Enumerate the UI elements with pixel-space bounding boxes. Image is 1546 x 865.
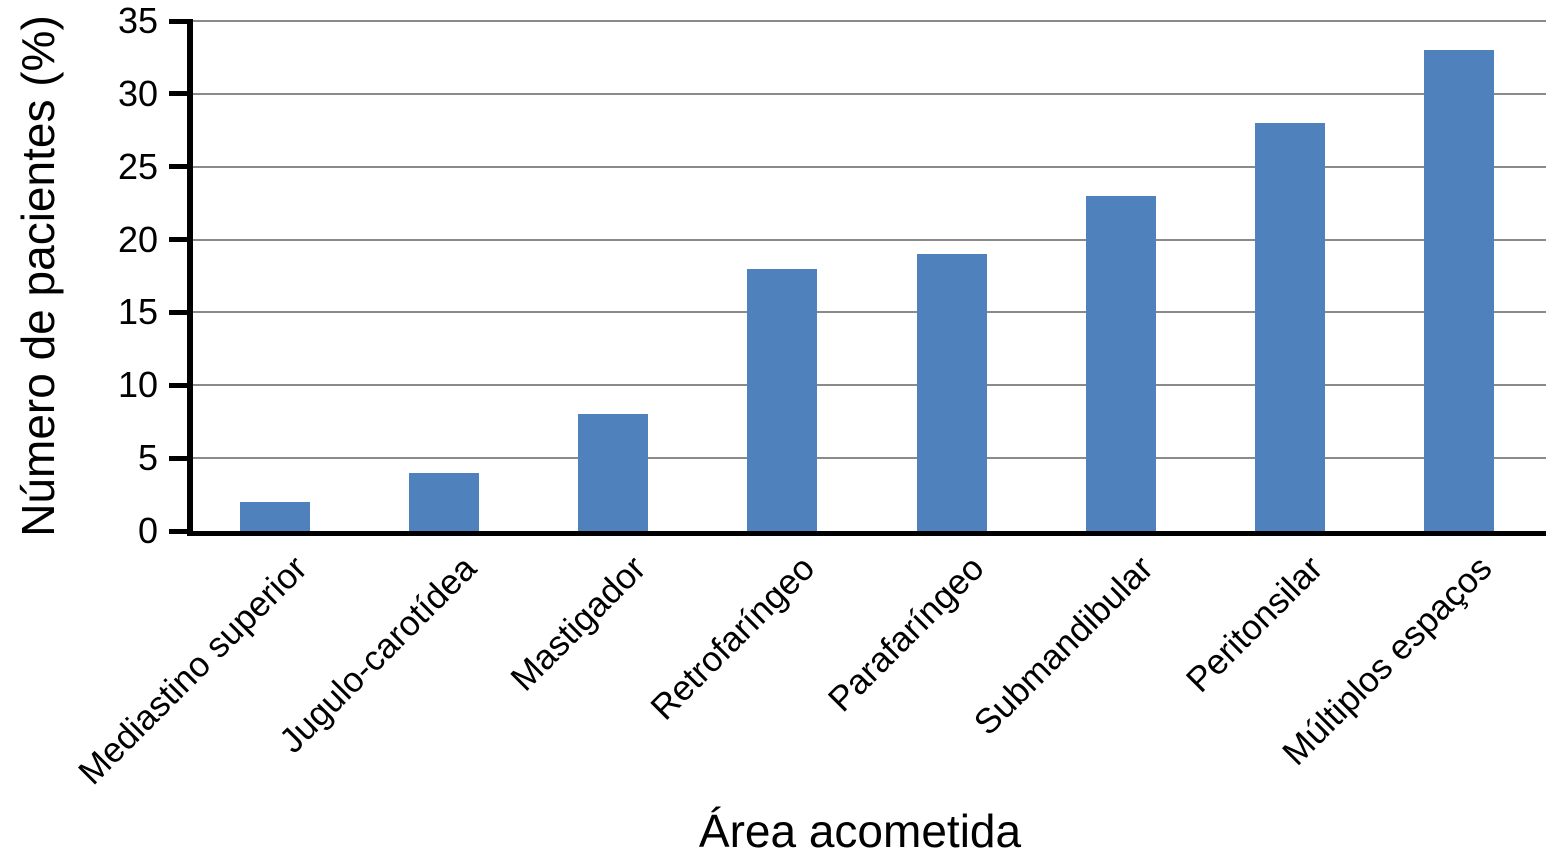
y-axis-tick-20 xyxy=(169,237,190,243)
y-tick-label-35: 35 xyxy=(117,0,158,41)
y-axis-tick-30 xyxy=(169,91,190,97)
bar-5 xyxy=(916,254,987,531)
y-tick-label-20: 20 xyxy=(117,218,158,260)
bar-6 xyxy=(1085,195,1156,531)
y-tick-label-30: 30 xyxy=(117,72,158,114)
gridline-20 xyxy=(193,238,1546,241)
y-axis-tick-35 xyxy=(169,18,190,24)
category-label-4: Retrofaríngeo xyxy=(643,548,823,728)
gridline-25 xyxy=(193,165,1546,168)
y-axis-tick-15 xyxy=(169,309,190,315)
bar-4 xyxy=(747,268,818,531)
category-label-3: Mastigador xyxy=(503,548,654,699)
category-label-5: Parafaríngeo xyxy=(821,548,992,720)
x-axis-line xyxy=(187,531,1546,536)
y-axis-tick-10 xyxy=(169,382,190,388)
gridline-10 xyxy=(193,384,1546,387)
gridline-15 xyxy=(193,311,1546,314)
y-tick-label-0: 0 xyxy=(137,510,158,551)
y-axis-title: Número de pacientes (%) xyxy=(12,15,64,537)
gridline-5 xyxy=(193,457,1546,460)
y-tick-label-15: 15 xyxy=(117,291,158,333)
bar-1 xyxy=(239,501,310,531)
y-axis-line xyxy=(187,19,193,536)
bar-3 xyxy=(578,414,649,531)
category-label-6: Submandibular xyxy=(966,548,1162,743)
y-tick-label-10: 10 xyxy=(117,364,158,406)
category-label-1: Mediastino superior xyxy=(71,548,315,793)
x-axis-title: Área acometida xyxy=(698,805,1022,857)
y-axis-tick-0 xyxy=(169,528,190,534)
y-axis-tick-25 xyxy=(169,164,190,170)
bar-7 xyxy=(1255,123,1326,531)
y-tick-label-5: 5 xyxy=(137,437,158,479)
category-label-7: Peritonsilar xyxy=(1178,548,1331,700)
y-axis-tick-5 xyxy=(169,455,190,461)
y-tick-label-25: 25 xyxy=(117,145,158,187)
bar-2 xyxy=(408,472,479,531)
bar-8 xyxy=(1424,50,1495,531)
gridline-30 xyxy=(193,92,1546,95)
gridline-35 xyxy=(193,20,1546,22)
